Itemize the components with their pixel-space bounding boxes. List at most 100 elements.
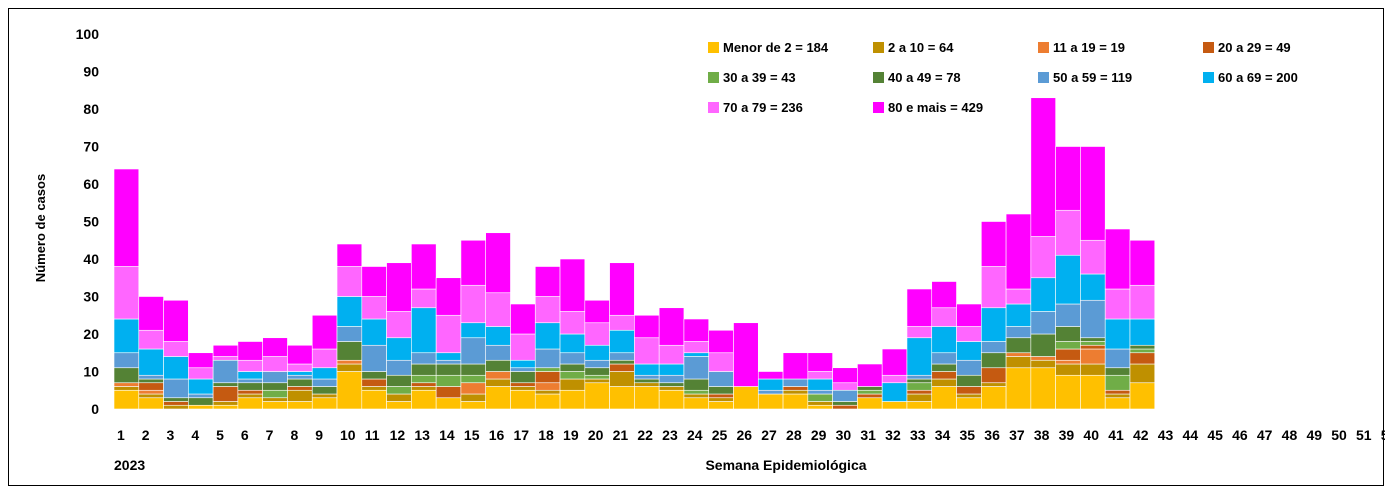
x-tick-label: 16 — [489, 427, 505, 443]
bar-segment — [1030, 277, 1056, 312]
bar-segment — [287, 374, 313, 380]
x-tick-label: 31 — [860, 427, 876, 443]
bar-segment — [138, 393, 164, 399]
bar-segment — [534, 296, 561, 324]
x-tick-label: 20 — [588, 427, 604, 443]
bar-segment — [361, 266, 387, 297]
bar-segment — [1104, 228, 1131, 290]
bar-segment — [584, 344, 610, 361]
bar-segment — [435, 359, 462, 365]
x-tick-label: 2 — [142, 427, 150, 443]
bar-segment — [336, 266, 363, 297]
x-tick-label: 35 — [960, 427, 976, 443]
x-tick-label: 22 — [637, 427, 653, 443]
bar-segment — [757, 371, 784, 380]
bar-segment — [534, 389, 561, 395]
bar-segment — [881, 401, 908, 410]
x-tick-label: 46 — [1232, 427, 1248, 443]
bar-segment — [485, 344, 511, 361]
bar-segment — [881, 348, 908, 376]
bar-segment — [262, 356, 288, 372]
bar-segment — [460, 284, 487, 324]
bar-segment — [386, 393, 412, 402]
bar-segment — [584, 378, 610, 384]
bar-segment — [534, 371, 561, 384]
bar-segment — [1005, 367, 1032, 410]
x-tick-label: 39 — [1059, 427, 1075, 443]
bar-segment — [634, 382, 660, 387]
bar-segment — [237, 378, 263, 384]
x-tick-label: 11 — [365, 427, 380, 443]
bar-segment — [956, 326, 982, 342]
bar-segment — [658, 374, 685, 384]
bar-segment — [1030, 333, 1056, 357]
bar-segment — [782, 393, 809, 410]
bar-segment — [287, 386, 313, 391]
bar-segment — [386, 359, 412, 376]
bar-segment — [931, 281, 957, 309]
x-tick-label: 52 — [1381, 427, 1385, 443]
bar-segment — [1005, 356, 1032, 369]
bar-segment — [881, 382, 908, 402]
bar-segment — [1129, 363, 1156, 384]
bar-segment — [435, 397, 462, 410]
bar-segment — [683, 397, 710, 410]
bar-segment — [262, 337, 288, 357]
bar-segment — [1055, 374, 1081, 410]
x-tick-label: 51 — [1356, 427, 1372, 443]
x-tick-label: 1 — [117, 427, 125, 443]
bar-segment — [163, 404, 189, 410]
legend-label: 50 a 59 = 119 — [1053, 70, 1132, 85]
legend-label: 2 a 10 = 64 — [888, 40, 954, 55]
bar-segment — [1055, 359, 1081, 365]
bar-segment — [609, 262, 635, 316]
x-tick-label: 18 — [538, 427, 554, 443]
bar-segment — [658, 382, 685, 387]
x-tick-label: 21 — [613, 427, 629, 443]
x-tick-label: 37 — [1009, 427, 1025, 443]
x-tick-label: 42 — [1133, 427, 1149, 443]
bar-segment — [584, 374, 610, 380]
bar-segment — [906, 337, 933, 376]
bar-segment — [510, 382, 536, 387]
legend-swatch — [1038, 72, 1049, 83]
x-tick-label: 8 — [290, 427, 298, 443]
bar-segment — [807, 378, 833, 391]
bar-segment — [1080, 337, 1106, 342]
bar-segment — [1104, 374, 1131, 391]
x-tick-label: 24 — [687, 427, 703, 443]
bar-segment — [1055, 363, 1081, 376]
bar-segment — [311, 378, 338, 387]
bar-segment — [212, 359, 239, 384]
bar-segment — [832, 367, 858, 384]
bar-segment — [534, 348, 561, 369]
legend-swatch — [1203, 72, 1214, 83]
bar-segment — [411, 288, 437, 309]
bar-segment — [757, 389, 784, 395]
y-tick-label: 70 — [83, 139, 99, 155]
bar-segment — [584, 322, 610, 346]
bar-segment — [782, 389, 809, 395]
bar-segment — [832, 401, 858, 406]
legend-label: 60 a 69 = 200 — [1218, 70, 1298, 85]
bar-segment — [361, 386, 387, 391]
bar-segment — [980, 307, 1007, 342]
bar-segment — [287, 378, 313, 387]
bar-segment — [980, 221, 1007, 267]
bar-segment — [113, 389, 140, 410]
bar-segment — [857, 393, 883, 399]
bar-segment — [460, 401, 487, 410]
bar-segment — [411, 382, 437, 387]
y-axis-ticks: 0 10 20 30 40 50 60 70 80 90 100 — [76, 26, 100, 417]
y-tick-label: 40 — [83, 251, 99, 267]
bar-segment — [559, 311, 586, 335]
bar-segment — [237, 371, 263, 380]
bar-segment — [1129, 352, 1156, 365]
bar-segment — [683, 356, 710, 380]
bar-segment — [336, 341, 363, 361]
bar-segment — [411, 352, 437, 365]
bar-segment — [1055, 341, 1081, 350]
bar-segment — [906, 382, 933, 391]
bar-segment — [1104, 397, 1131, 410]
y-tick-label: 20 — [83, 326, 99, 342]
